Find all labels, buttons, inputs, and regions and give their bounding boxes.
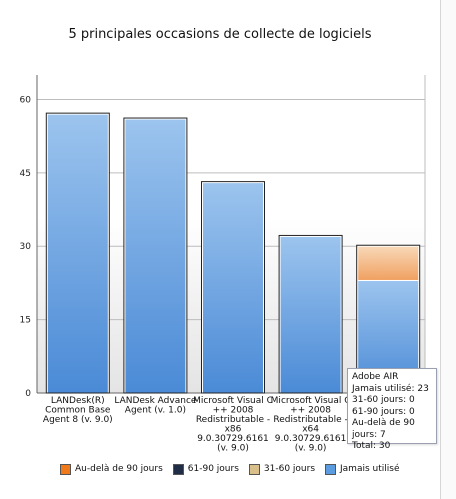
x-tick-label: Microsoft Visual C ++ 2008 Redistributable… [271, 396, 351, 454]
y-tick-label: 30 [20, 242, 32, 252]
tooltip-line: 31-60 jours: 0 [352, 395, 415, 405]
x-tick-label: LANDesk(R) Common Base Agent 8 (v. 9.0) [43, 396, 113, 425]
chart-title: 5 principales occasions de collecte de l… [68, 27, 372, 42]
bar-outline [45, 112, 110, 394]
legend-label: 31-60 jours [263, 464, 316, 474]
legend-swatch [172, 463, 184, 475]
legend-swatch [248, 463, 260, 475]
y-tick-label: 0 [25, 389, 31, 399]
legend-item: Jamais utilisé [325, 463, 400, 475]
bar-segment [202, 182, 264, 394]
bar-outline [278, 234, 343, 394]
legend-item: 31-60 jours [248, 463, 316, 475]
chart-legend: Au-delà de 90 jours 61-90 jours 31-60 jour… [60, 462, 409, 476]
bar-segment [357, 245, 420, 281]
x-tick-label: Microsoft Visual C ++ 2008 Redistributable… [193, 396, 273, 454]
bar-segment [46, 113, 109, 394]
tooltip-line: 61-90 jours: 0 [352, 406, 415, 417]
bar-outline [123, 117, 188, 394]
tooltip-line: Jamais utilisé: 23 [352, 383, 429, 394]
bar-chart: 0 15 30 45 60 LANDesk(R) Common Base Agent 8 (v… [20, 75, 426, 454]
tooltip-line: Adobe AIR [352, 372, 399, 382]
y-tick-label: 15 [20, 316, 31, 326]
x-tick-label: LANDesk Advance Agent (v. 1.0) [114, 396, 197, 416]
legend-swatch [325, 463, 337, 475]
legend-label: Au-delà de 90 jours [75, 464, 163, 474]
bar-outline [201, 181, 265, 394]
bar-segment [124, 118, 187, 394]
legend-swatch [60, 463, 71, 475]
y-tick-label: 60 [20, 95, 32, 105]
tooltip-line: Au-delà de 90 jours: 7 [352, 418, 415, 440]
bar-tooltip: Adobe AIR Jamais utilisé: 23 31-60 jours: … [347, 368, 437, 451]
tooltip-line: Total: 30 [352, 441, 391, 451]
legend-item: Au-delà de 90 jours [60, 463, 163, 475]
side-strip [441, 0, 456, 499]
bar-segment [279, 235, 342, 394]
panel-divider [440, 0, 441, 499]
legend-item: 61-90 jours [172, 463, 239, 475]
legend-label: Jamais utilisé [340, 464, 400, 474]
legend-label: 61-90 jours [187, 464, 239, 474]
y-tick-label: 45 [20, 169, 31, 179]
